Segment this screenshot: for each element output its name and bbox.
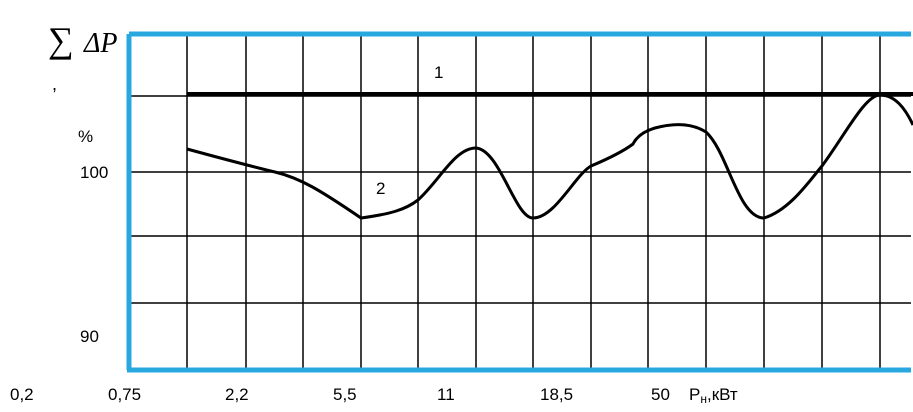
y-axis-unit: %	[78, 127, 93, 146]
y-axis-label: ΔP	[83, 28, 118, 59]
x-tick-label: 0,2	[10, 385, 34, 404]
grid-layer	[129, 34, 911, 370]
series-label-2: 2	[376, 179, 385, 198]
curve-layer	[186, 92, 913, 220]
x-tick-label: 5,5	[333, 385, 357, 404]
x-tick-label: 0,75	[108, 385, 141, 404]
x-tick-label: 50	[651, 385, 670, 404]
label-layer: ∑ ΔP , % 1 2 100 90 0,2 0,75 2,2 5,5 11 18,5 50 P…	[10, 20, 738, 406]
x-tick-label: 18,5	[540, 385, 573, 404]
series-line-2	[186, 93, 913, 220]
series-label-1: 1	[434, 63, 443, 82]
y-axis-sum-symbol: ∑	[48, 20, 74, 60]
frame-layer	[126, 31, 911, 373]
y-axis-label-comma: ,	[52, 74, 57, 94]
x-tick-label: 2,2	[225, 385, 249, 404]
x-tick-label: 11	[437, 385, 455, 404]
x-axis-label: Pн,кВт	[689, 385, 738, 406]
y-tick-label: 90	[80, 327, 99, 346]
y-tick-label: 100	[80, 163, 108, 182]
